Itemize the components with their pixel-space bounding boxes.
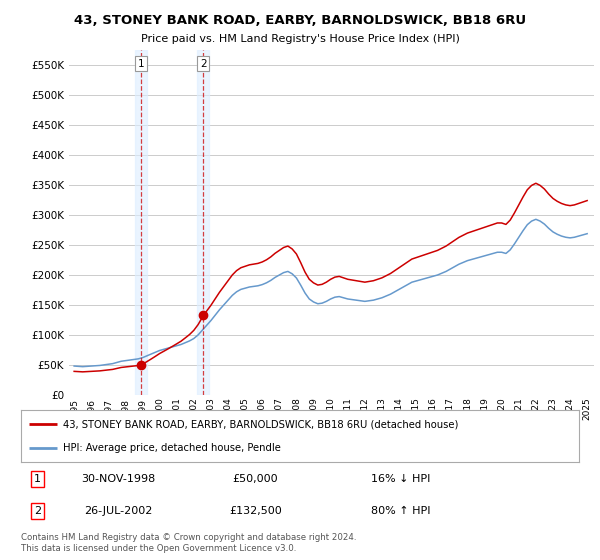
Text: 30-NOV-1998: 30-NOV-1998: [82, 474, 156, 484]
Text: 80% ↑ HPI: 80% ↑ HPI: [371, 506, 430, 516]
Text: Price paid vs. HM Land Registry's House Price Index (HPI): Price paid vs. HM Land Registry's House …: [140, 34, 460, 44]
Text: £132,500: £132,500: [229, 506, 282, 516]
Text: 16% ↓ HPI: 16% ↓ HPI: [371, 474, 430, 484]
Text: 2: 2: [34, 506, 41, 516]
Text: 26-JUL-2002: 26-JUL-2002: [85, 506, 153, 516]
Text: 2: 2: [200, 59, 207, 68]
Text: 1: 1: [138, 59, 145, 68]
Text: HPI: Average price, detached house, Pendle: HPI: Average price, detached house, Pend…: [63, 443, 281, 453]
Text: 43, STONEY BANK ROAD, EARBY, BARNOLDSWICK, BB18 6RU: 43, STONEY BANK ROAD, EARBY, BARNOLDSWIC…: [74, 14, 526, 27]
Text: 43, STONEY BANK ROAD, EARBY, BARNOLDSWICK, BB18 6RU (detached house): 43, STONEY BANK ROAD, EARBY, BARNOLDSWIC…: [63, 419, 458, 430]
Text: 1: 1: [34, 474, 41, 484]
Bar: [197, 50, 209, 395]
Text: £50,000: £50,000: [233, 474, 278, 484]
Text: Contains HM Land Registry data © Crown copyright and database right 2024.
This d: Contains HM Land Registry data © Crown c…: [21, 533, 356, 553]
Bar: [135, 50, 147, 395]
